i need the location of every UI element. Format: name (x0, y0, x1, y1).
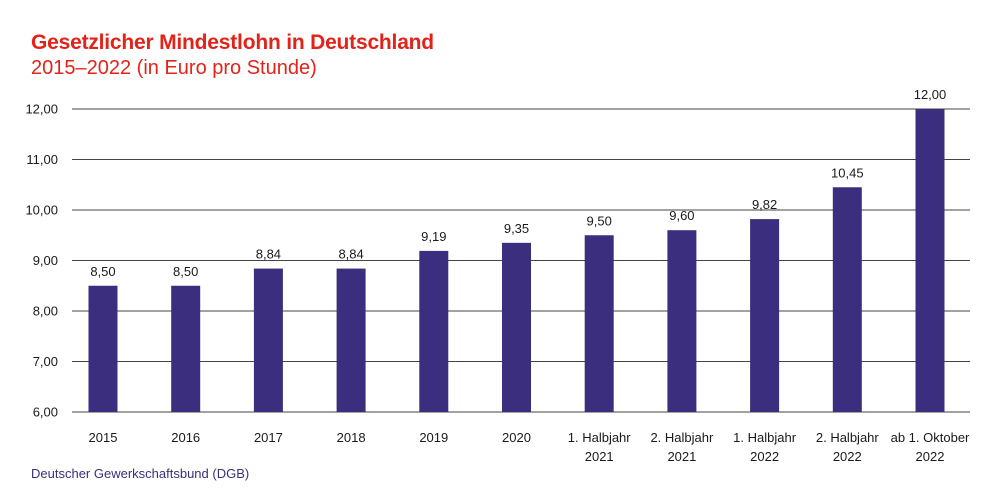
category-label: ab 1. Oktober (891, 430, 970, 445)
bar (502, 242, 531, 412)
category-label: 1. Halbjahr (568, 430, 632, 445)
bar (750, 219, 780, 412)
y-tick-label: 12,00 (25, 102, 58, 117)
category-label: 1. Halbjahr (733, 430, 797, 445)
category-label: 2016 (171, 430, 200, 445)
y-axis-ticks: 6,00 7,00 8,00 9,00 10,00 11,00 12,00 (25, 102, 58, 420)
bar (171, 285, 201, 412)
bar (336, 268, 366, 412)
y-tick-label: 7,00 (33, 354, 58, 369)
data-label: 8,84 (338, 247, 363, 262)
y-tick-label: 9,00 (33, 253, 58, 268)
data-label: 8,50 (90, 264, 115, 279)
data-label: 9,50 (587, 213, 612, 228)
bar (253, 268, 283, 412)
bar (667, 230, 697, 412)
bars (88, 109, 945, 412)
category-label: 2022 (833, 449, 862, 464)
y-tick-label: 10,00 (25, 203, 58, 218)
data-label: 9,19 (421, 229, 446, 244)
category-label: 2019 (419, 430, 448, 445)
category-label: 2021 (667, 449, 696, 464)
grid-lines (72, 108, 970, 413)
data-label: 10,45 (831, 165, 864, 180)
y-tick-label: 8,00 (33, 304, 58, 319)
data-label: 8,50 (173, 264, 198, 279)
category-label: 2020 (502, 430, 531, 445)
category-label: 2015 (89, 430, 118, 445)
bar (88, 285, 118, 412)
category-label: 2. Halbjahr (816, 430, 880, 445)
category-labels: 2015 2016 2017 2018 2019 2020 1. Halbjahr 2021 2… (89, 430, 971, 464)
data-label: 8,84 (256, 247, 281, 262)
category-label: 2017 (254, 430, 283, 445)
chart-title: Gesetzlicher Mindestlohn in Deutschland (31, 31, 434, 54)
bar (832, 187, 862, 412)
chart-subtitle: 2015–2022 (in Euro pro Stunde) (31, 57, 317, 79)
category-label: 2. Halbjahr (650, 430, 714, 445)
bar (419, 250, 449, 412)
y-tick-label: 6,00 (33, 405, 58, 420)
data-labels: 8,50 8,50 8,84 8,84 9,19 9,35 9,50 9,60 9,82 10,4… (90, 87, 946, 279)
y-tick-label: 11,00 (26, 152, 58, 167)
data-label: 12,00 (914, 87, 947, 102)
category-label: 2022 (916, 449, 945, 464)
source-note: Deutscher Gewerkschaftsbund (DGB) (31, 466, 250, 481)
category-label: 2021 (585, 449, 614, 464)
data-label: 9,35 (504, 221, 529, 236)
data-label: 9,82 (752, 197, 777, 212)
bar (584, 235, 614, 412)
category-label: 2022 (750, 449, 779, 464)
data-label: 9,60 (669, 208, 694, 223)
bar (915, 109, 945, 412)
category-label: 2018 (337, 430, 366, 445)
